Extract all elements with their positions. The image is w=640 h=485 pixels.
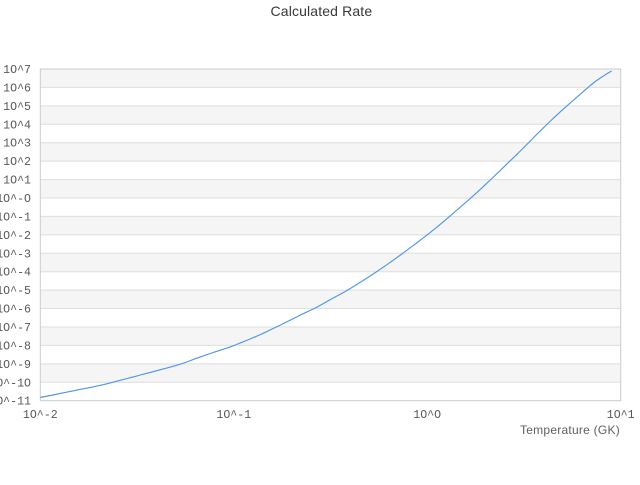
svg-text:1O^-11: 1O^-11 — [0, 396, 31, 409]
svg-text:1O^-2: 1O^-2 — [0, 230, 31, 243]
svg-text:1O^-1: 1O^-1 — [0, 211, 31, 224]
svg-text:1O^3: 1O^3 — [3, 138, 31, 151]
svg-text:1O^-9: 1O^-9 — [0, 359, 31, 372]
svg-text:1O^4: 1O^4 — [3, 119, 31, 132]
svg-text:1O^1: 1O^1 — [3, 175, 31, 188]
svg-text:1O^7: 1O^7 — [3, 64, 31, 77]
svg-text:1O^-O: 1O^-O — [0, 193, 31, 206]
svg-text:1O^-8: 1O^-8 — [0, 340, 31, 353]
svg-text:1O^-1O: 1O^-1O — [0, 377, 31, 390]
svg-text:1O^1: 1O^1 — [607, 409, 635, 422]
svg-text:1O^-7: 1O^-7 — [0, 322, 31, 335]
svg-text:1O^-1: 1O^-1 — [216, 409, 251, 422]
svg-text:1O^-2: 1O^-2 — [23, 409, 58, 422]
svg-text:1O^6: 1O^6 — [3, 82, 31, 95]
svg-text:1O^-4: 1O^-4 — [0, 267, 31, 280]
svg-text:1O^O: 1O^O — [413, 409, 441, 422]
svg-text:Temperature (GK): Temperature (GK) — [520, 423, 620, 437]
svg-text:1O^-5: 1O^-5 — [0, 285, 31, 298]
svg-text:1O^5: 1O^5 — [3, 101, 31, 114]
svg-text:1O^-3: 1O^-3 — [0, 248, 31, 261]
svg-text:1O^2: 1O^2 — [3, 156, 31, 169]
svg-text:Calculated Rate: Calculated Rate — [271, 3, 373, 19]
svg-text:1O^-6: 1O^-6 — [0, 304, 31, 317]
